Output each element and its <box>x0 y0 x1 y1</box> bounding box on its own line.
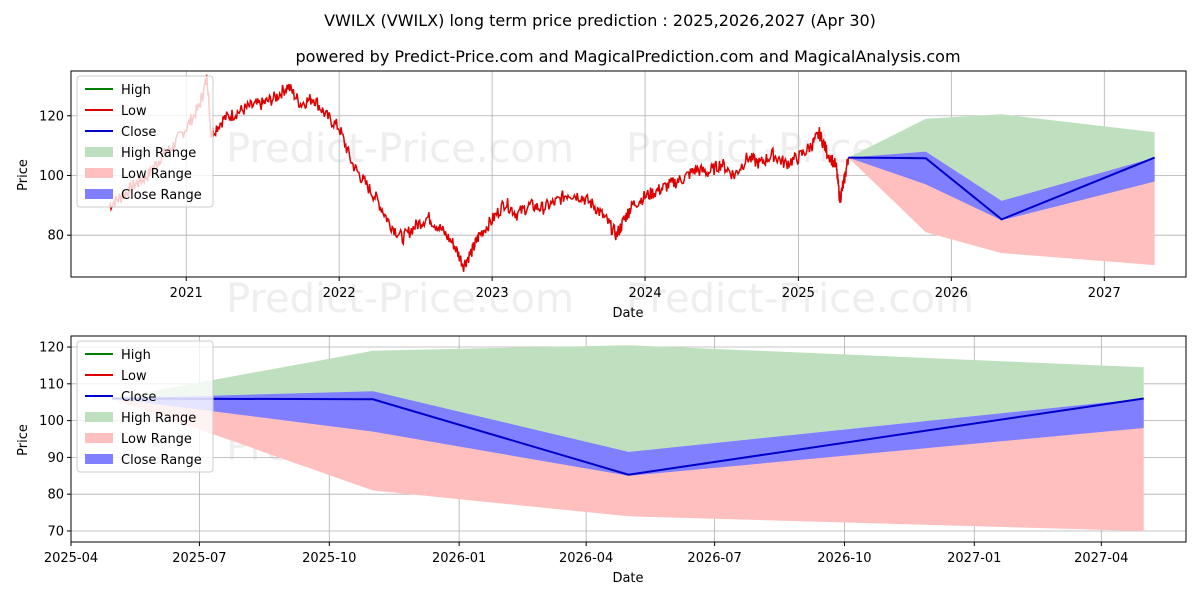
x-tick-label: 2027-04 <box>1074 551 1128 566</box>
watermark-text: Predict-Price.com <box>226 276 574 322</box>
top-plot-frame <box>70 70 1187 278</box>
y-tick-label: 80 <box>47 229 64 244</box>
top-watermark: Predict-Price.com Predict-Price.com Predic… <box>226 126 974 322</box>
top-series-lines <box>108 74 1155 272</box>
x-tick-label: 2023 <box>476 286 509 301</box>
legend-label: High <box>121 83 151 98</box>
x-tick-label: 2025-10 <box>302 551 356 566</box>
x-tick-label: 2022 <box>323 286 356 301</box>
y-tick-label: 100 <box>39 414 64 429</box>
bottom-range-areas <box>111 345 1144 531</box>
legend-label: Close <box>121 125 156 140</box>
x-tick-label: 2027 <box>1088 286 1121 301</box>
legend-label: Low Range <box>121 432 192 447</box>
bottom-y-ticks: 70 80 90 100 110 120 <box>39 341 71 539</box>
top-chart-panel: Predict-Price.com Predict-Price.com Predic… <box>16 70 1187 322</box>
y-tick-label: 90 <box>47 451 64 466</box>
close-forecast-line <box>848 156 1155 221</box>
bottom-y-axis-label: Price <box>16 424 31 456</box>
x-tick-label: 2024 <box>629 286 662 301</box>
x-tick-label: 2025-04 <box>44 551 98 566</box>
legend-label: Close <box>121 390 156 405</box>
watermark-text: Predict-Price.com <box>626 276 974 322</box>
y-tick-label: 70 <box>47 524 64 539</box>
close-range-area <box>111 391 1144 476</box>
top-y-ticks: 80 100 120 <box>39 109 71 244</box>
low-history-line <box>108 74 850 272</box>
top-range-areas <box>848 114 1155 266</box>
legend-swatch <box>85 454 113 464</box>
chart-subtitle: powered by Predict-Price.com and Magical… <box>295 47 960 66</box>
high-range-area <box>111 345 1144 452</box>
bottom-x-axis-label: Date <box>612 571 643 586</box>
x-tick-label: 2027-01 <box>947 551 1001 566</box>
legend-label: Close Range <box>121 453 202 468</box>
chart-title: VWILX (VWILX) long term price prediction… <box>324 11 876 30</box>
top-legend: High Low Close High Range Low Range Close Ran… <box>76 75 214 208</box>
close-forecast-line <box>111 397 1144 476</box>
legend-label: Low <box>121 104 147 119</box>
legend-swatch <box>85 147 113 157</box>
low-range-area <box>111 398 1144 531</box>
legend-label: High Range <box>121 146 196 161</box>
y-tick-label: 100 <box>39 169 64 184</box>
x-tick-label: 2025 <box>782 286 815 301</box>
x-tick-label: 2026-10 <box>817 551 871 566</box>
bottom-series-lines <box>111 397 1144 476</box>
y-tick-label: 80 <box>47 488 64 503</box>
legend-label: Low Range <box>121 167 192 182</box>
y-tick-label: 120 <box>39 109 64 124</box>
x-tick-label: 2026 <box>935 286 968 301</box>
x-tick-label: 2026-04 <box>559 551 613 566</box>
x-tick-label: 2025-07 <box>172 551 226 566</box>
legend-label: Close Range <box>121 188 202 203</box>
x-tick-label: 2021 <box>170 286 203 301</box>
x-tick-label: 2026-07 <box>687 551 741 566</box>
legend-swatch <box>85 433 113 443</box>
y-tick-label: 110 <box>39 377 64 392</box>
bottom-x-ticks: 2025-04 2025-07 2025-10 2026-01 2026-04 2026-… <box>44 542 1128 566</box>
legend-label: High Range <box>121 411 196 426</box>
close-range-area <box>848 151 1155 221</box>
top-x-axis-label: Date <box>612 306 643 321</box>
legend-swatch <box>85 168 113 178</box>
top-x-ticks: 2021 2022 2023 2024 2025 2026 2027 <box>170 277 1121 301</box>
legend-swatch <box>85 189 113 199</box>
bottom-plot-frame <box>70 335 1187 543</box>
legend-label: Low <box>121 369 147 384</box>
legend-label: High <box>121 348 151 363</box>
x-tick-label: 2026-01 <box>432 551 486 566</box>
watermark-text: Predict-Price.com <box>226 126 574 172</box>
bottom-legend: High Low Close High Range Low Range Close Ran… <box>76 340 214 473</box>
legend-swatch <box>85 412 113 422</box>
top-y-axis-label: Price <box>16 159 31 191</box>
y-tick-label: 120 <box>39 341 64 356</box>
